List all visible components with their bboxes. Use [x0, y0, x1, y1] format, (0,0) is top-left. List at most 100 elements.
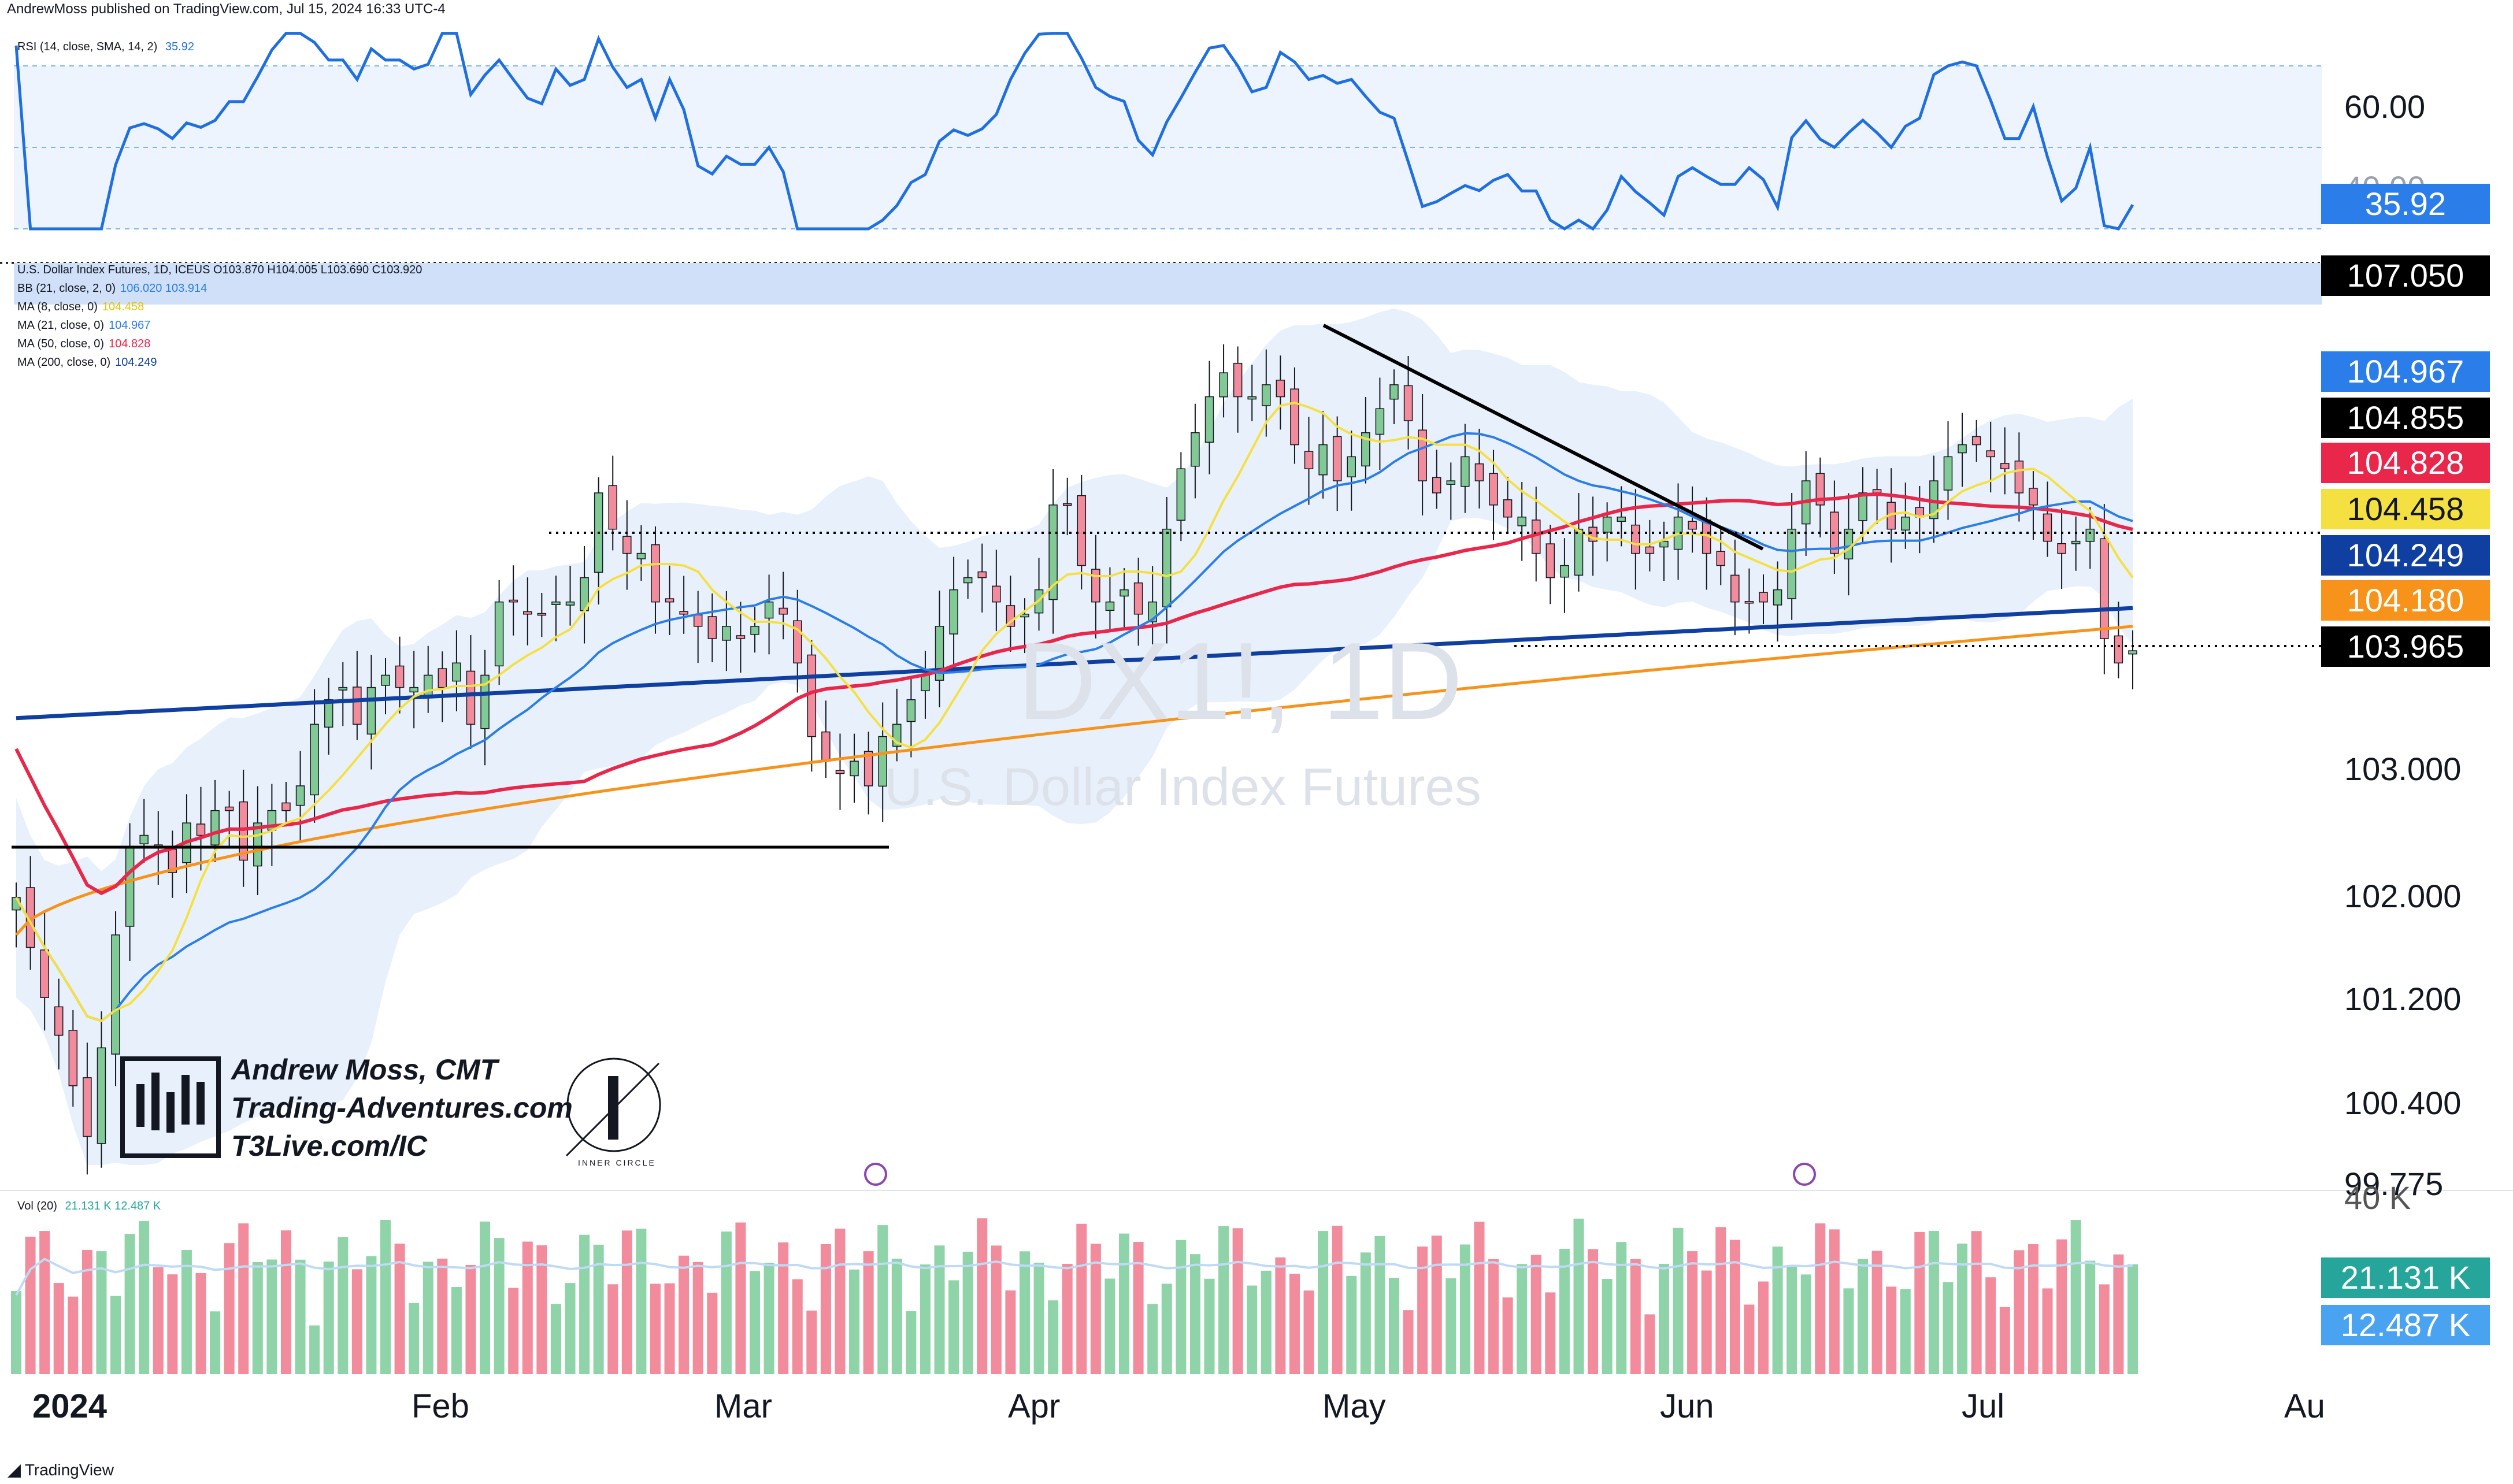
volume-bar — [309, 1325, 320, 1374]
volume-bar — [53, 1283, 64, 1374]
volume-bar — [1957, 1243, 1968, 1374]
footer-brand-label: TradingView — [24, 1461, 114, 1479]
volume-bar — [1673, 1227, 1684, 1374]
volume-bar — [394, 1243, 405, 1374]
volume-bar — [1602, 1279, 1613, 1374]
volume-bar — [210, 1311, 221, 1374]
candle-body — [1446, 480, 1456, 485]
legend-bb-label: BB (21, close, 2, 0) — [17, 282, 116, 295]
candle-body — [2085, 528, 2095, 542]
volume-bar — [508, 1288, 519, 1374]
volume-bar — [1630, 1259, 1641, 1374]
legend-ma21-label: MA (21, close, 0) — [17, 319, 105, 332]
candle-body — [1276, 380, 1285, 398]
volume-bar — [536, 1245, 547, 1374]
volume-bar — [238, 1223, 249, 1374]
candle-body — [438, 668, 447, 688]
volume-bar — [593, 1244, 604, 1374]
volume-bar — [792, 1279, 803, 1374]
candle-body — [551, 601, 561, 605]
volume-bar — [195, 1272, 206, 1374]
x-label-aug: Au — [2284, 1387, 2325, 1425]
volume-bar — [906, 1311, 917, 1374]
volume-bar — [650, 1283, 661, 1374]
legend-bb: BB (21, close, 2, 0) 106.020 103.914 — [17, 282, 207, 295]
volume-bar — [1459, 1244, 1470, 1374]
rsi-line — [14, 32, 2134, 231]
candle-body — [935, 626, 944, 681]
candle-body — [779, 607, 788, 615]
candle-body — [2057, 543, 2066, 554]
volume-bar — [39, 1231, 50, 1374]
event-marker[interactable] — [1793, 1163, 1816, 1186]
candle-body — [338, 687, 348, 691]
price-badge-104180-text: 104.180 — [2347, 582, 2464, 618]
volume-bar — [1147, 1304, 1158, 1374]
candle-body — [1204, 396, 1214, 443]
price-badge-104180: 104.180 — [2321, 580, 2490, 621]
volume-bar — [1133, 1242, 1144, 1374]
volume-bar — [1048, 1300, 1059, 1374]
volume-bar — [849, 1269, 860, 1374]
volume-bar — [1914, 1231, 1925, 1374]
volume-bar — [1786, 1264, 1797, 1374]
candle-body — [1844, 528, 1854, 559]
candle-body — [40, 949, 49, 998]
candle-body — [1986, 450, 1995, 458]
candle-body — [807, 654, 817, 737]
volume-bar — [1800, 1274, 1811, 1374]
candle-body — [409, 687, 418, 693]
event-marker[interactable] — [864, 1163, 887, 1186]
watermark-symbol: DX1!, 1D — [1017, 620, 1463, 743]
volume-bar — [2014, 1250, 2025, 1374]
volume-bar — [338, 1237, 349, 1374]
candle-body — [224, 806, 234, 811]
volume-bar — [1204, 1278, 1215, 1374]
volume-bar — [1871, 1251, 1882, 1374]
volume-bar — [565, 1283, 576, 1374]
volume-ma-badge: 12.487 K — [2321, 1305, 2490, 1345]
candle-body — [1048, 504, 1058, 600]
candle-body — [636, 552, 646, 559]
volume-bar — [1417, 1246, 1428, 1374]
price-badge-103965: 103.965 — [2321, 626, 2490, 667]
volume-bar — [962, 1252, 973, 1374]
volume-bar — [494, 1238, 505, 1374]
candle-body — [1290, 388, 1299, 446]
candle-body — [1432, 477, 1441, 494]
candle-body — [139, 834, 149, 844]
volume-bar — [1701, 1270, 1712, 1374]
candle-body — [1773, 589, 1782, 606]
candle-body — [1133, 582, 1143, 615]
candle-body — [2014, 461, 2024, 494]
ma-21-line — [15, 432, 2133, 1022]
volume-bar — [1815, 1223, 1826, 1374]
volume-bar — [1388, 1278, 1399, 1374]
candle-body — [1602, 516, 1612, 533]
volume-bar — [1303, 1290, 1314, 1374]
candle-body — [2000, 463, 2010, 469]
candle-body — [1901, 516, 1910, 531]
legend-bb-values: 106.020 103.914 — [120, 282, 207, 295]
volume-bar — [1502, 1297, 1513, 1374]
volume-bars — [11, 1218, 2138, 1374]
volume-bar — [1943, 1282, 1954, 1374]
volume-bar — [1289, 1274, 1300, 1374]
candle-body — [310, 724, 319, 796]
volume-bar — [465, 1264, 476, 1374]
volume-bar — [1928, 1231, 1939, 1374]
candle-body — [1759, 592, 1768, 603]
volume-bar — [891, 1259, 902, 1374]
candle-body — [1503, 499, 1513, 518]
candle-body — [1389, 384, 1399, 400]
volume-bar — [920, 1264, 931, 1374]
volume-bar — [2099, 1284, 2110, 1374]
x-label-apr: Apr — [1008, 1387, 1061, 1425]
rsi-current-badge: 35.92 — [2321, 184, 2490, 224]
candle-body — [679, 611, 688, 615]
volume-bar — [750, 1271, 761, 1374]
candle-body — [1815, 473, 1825, 506]
volume-bar — [139, 1221, 150, 1374]
volume-bar — [621, 1230, 632, 1374]
